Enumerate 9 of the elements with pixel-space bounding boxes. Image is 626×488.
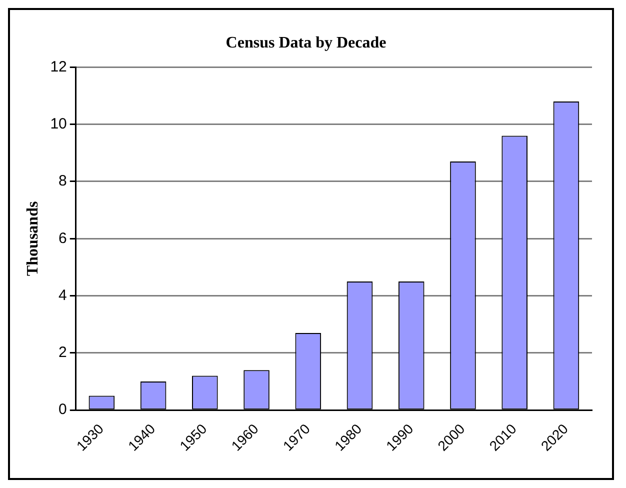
y-tick-label: 6	[58, 230, 67, 247]
y-tick-label: 8	[58, 172, 67, 190]
y-tick-label: 10	[50, 115, 67, 132]
y-tick-label: 0	[58, 401, 67, 418]
y-tick-label: 2	[58, 344, 67, 362]
chart-title: Census Data by Decade	[226, 34, 386, 52]
y-tick-label: 12	[50, 58, 67, 76]
y-axis-title: Thousands	[24, 201, 42, 276]
y-tick-label: 4	[58, 286, 67, 304]
